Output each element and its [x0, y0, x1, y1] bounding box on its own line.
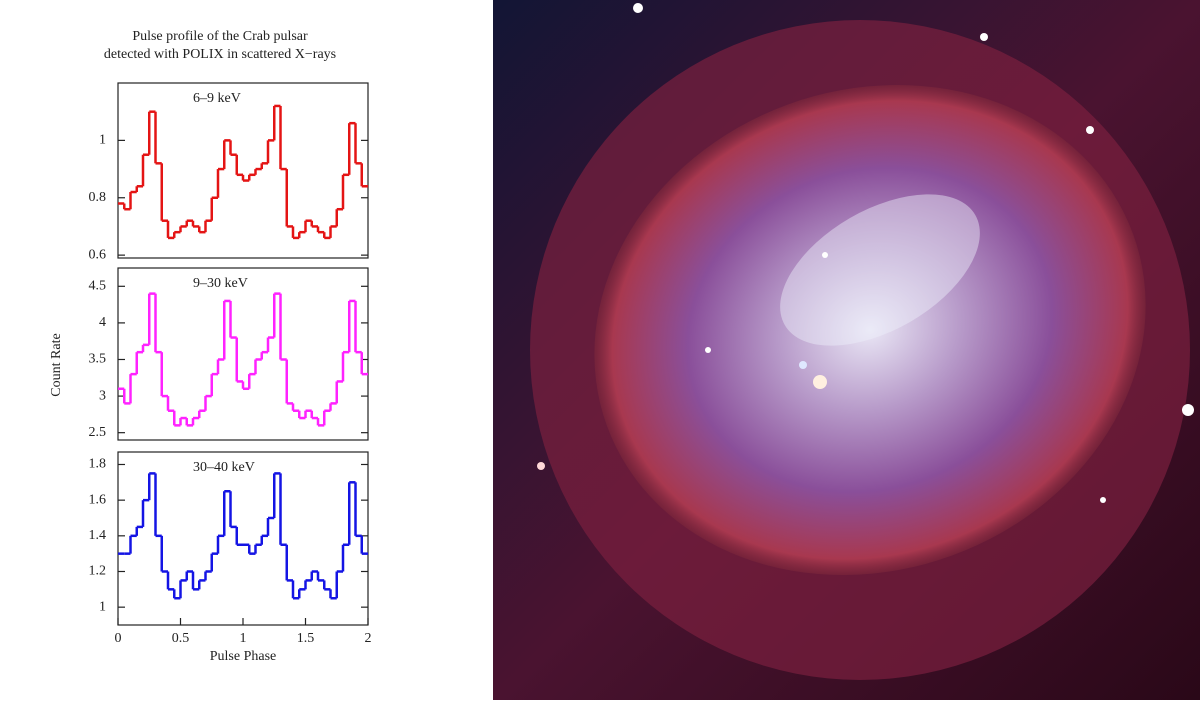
- y-tick-label: 2.5: [89, 425, 107, 440]
- y-tick-label: 1: [99, 599, 106, 614]
- panel-annotation: 30–40 keV: [193, 460, 255, 475]
- chart-title: Pulse profile of the Crab pulsar: [132, 29, 308, 44]
- x-tick-label: 1: [240, 631, 247, 646]
- y-axis-label: Count Rate: [49, 333, 64, 396]
- y-tick-label: 4.5: [89, 279, 107, 294]
- y-tick-label: 1: [99, 133, 106, 148]
- x-tick-label: 2: [365, 631, 372, 646]
- x-axis-label: Pulse Phase: [210, 649, 277, 664]
- y-tick-label: 3.5: [89, 352, 107, 367]
- y-tick-label: 0.6: [89, 247, 107, 262]
- nebula-image: [493, 0, 1200, 700]
- y-tick-label: 1.2: [89, 564, 107, 579]
- panel-frame: [117, 82, 369, 259]
- chart-title: detected with POLIX in scattered X−rays: [104, 47, 336, 62]
- panel-frame: [117, 267, 369, 441]
- x-tick-label: 0: [115, 631, 122, 646]
- y-tick-label: 0.8: [89, 190, 107, 205]
- y-tick-label: 3: [99, 388, 106, 403]
- panel-annotation: 6–9 keV: [193, 91, 241, 106]
- x-tick-label: 0.5: [172, 631, 190, 646]
- y-tick-label: 1.8: [89, 457, 107, 472]
- y-tick-label: 1.6: [89, 492, 107, 507]
- y-tick-label: 1.4: [89, 528, 107, 543]
- y-tick-label: 4: [99, 315, 106, 330]
- x-tick-label: 1.5: [297, 631, 315, 646]
- panel-annotation: 9–30 keV: [193, 276, 248, 291]
